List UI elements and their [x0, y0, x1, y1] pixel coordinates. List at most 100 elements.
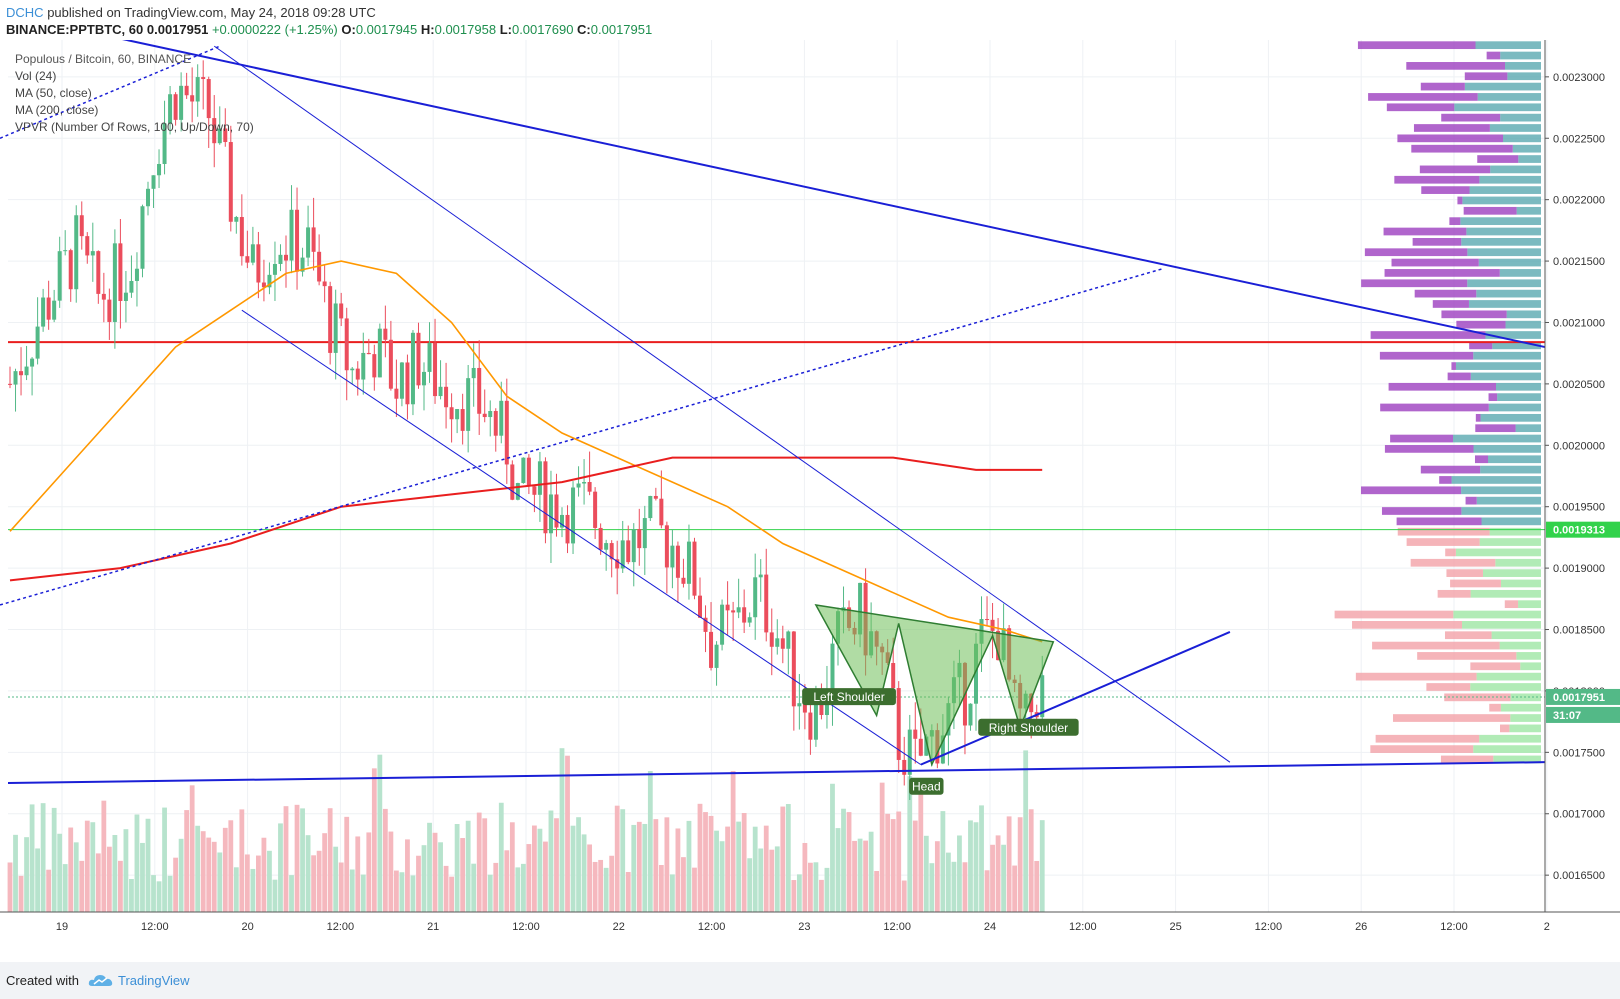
candle-body — [328, 286, 333, 353]
legend-vpvr[interactable]: VPVR (Number Of Rows, 100, Up/Down, 70) — [15, 120, 254, 134]
candle-body — [797, 703, 802, 707]
volume-bar — [289, 875, 294, 912]
volume-bar — [647, 771, 653, 912]
vp-up-row — [1470, 372, 1541, 381]
volume-bar — [449, 876, 454, 912]
candle-body — [714, 644, 719, 668]
volume-bar — [57, 833, 63, 912]
candle-body — [709, 631, 714, 668]
candle-body — [532, 486, 537, 495]
time-axis: 19 12:00 20 12:00 21 12:00 22 12:00 23 12:00 24 12:… — [0, 911, 1620, 933]
volume-bar — [592, 861, 598, 912]
publisher-name[interactable]: DCHC — [6, 5, 44, 20]
vp-down-row — [1406, 538, 1480, 546]
y-tick-label: 0.0022000 — [1553, 195, 1605, 207]
vp-down-row — [1449, 217, 1461, 226]
annotation-label: Left Shoulder — [813, 690, 884, 704]
y-tick-label: 0.0017500 — [1553, 747, 1605, 759]
volume-bar — [432, 832, 438, 912]
volume-bar — [813, 862, 819, 912]
volume-bar — [349, 869, 355, 912]
volume-bar — [35, 848, 40, 912]
vp-up-row — [1461, 507, 1541, 515]
volume-bar — [1017, 817, 1023, 912]
vp-down-row — [1391, 258, 1479, 267]
vp-down-row — [1456, 320, 1506, 329]
volume-bar — [360, 874, 366, 912]
candle-body — [68, 250, 73, 290]
candle-body — [692, 541, 697, 596]
vp-down-row — [1411, 144, 1513, 153]
annotation-label: Right Shoulder — [989, 721, 1068, 735]
vp-down-row — [1474, 455, 1489, 464]
vp-up-row — [1476, 289, 1541, 298]
vp-up-row — [1518, 155, 1541, 163]
volume-bar — [222, 827, 228, 912]
candle-body — [256, 244, 261, 283]
legend-ma50[interactable]: MA (50, close) — [15, 86, 92, 100]
candle-body — [488, 411, 493, 418]
volume-bar — [824, 867, 830, 912]
candle-body — [648, 495, 653, 519]
candle-body — [703, 617, 708, 632]
vp-up-row — [1510, 714, 1541, 722]
volume-bar — [995, 835, 1001, 912]
vp-down-row — [1450, 579, 1501, 588]
volume-bar — [670, 874, 675, 912]
candle-body — [990, 619, 995, 631]
vp-up-row — [1488, 403, 1541, 412]
ohlc-bar: BINANCE:PPTBTC, 60 0.0017951 +0.0000222 … — [6, 22, 652, 37]
x-tick-label: 12:00 — [1440, 921, 1468, 933]
annotation-label: Head — [912, 780, 941, 794]
legend-vol[interactable]: Vol (24) — [15, 69, 57, 83]
volume-bar — [570, 825, 576, 912]
vp-up-row — [1462, 196, 1541, 205]
candle-body — [162, 123, 167, 164]
volume-bar — [84, 820, 90, 912]
x-tick-label: 24 — [984, 921, 996, 933]
y-tick-label: 0.0023000 — [1553, 72, 1605, 84]
vp-up-row — [1467, 248, 1541, 257]
volume-bar — [145, 818, 151, 912]
vp-down-row — [1504, 600, 1519, 609]
volume-bar — [559, 748, 565, 912]
vp-up-row — [1455, 362, 1541, 370]
candle-body — [112, 243, 117, 322]
tradingview-brand[interactable]: TradingView — [118, 973, 190, 988]
volume-bar — [250, 868, 256, 912]
candle-body — [63, 250, 68, 252]
price-chart[interactable]: Left Shoulder Head Right Shoulder 0.002300… — [0, 40, 1620, 962]
vp-down-row — [1417, 652, 1517, 660]
volume-bar — [576, 817, 581, 912]
volume-bar — [769, 849, 775, 912]
volume-bar — [708, 815, 714, 912]
vp-down-row — [1352, 621, 1463, 629]
vp-down-row — [1396, 517, 1482, 526]
candle-body — [504, 400, 509, 465]
volume-bar — [184, 810, 190, 912]
candle-body — [974, 643, 978, 704]
candle-body — [896, 688, 901, 760]
candle-body — [686, 541, 691, 584]
volume-bar — [703, 812, 708, 912]
candle-body — [289, 209, 294, 261]
volume-bar — [841, 808, 846, 912]
volume-bar — [625, 872, 631, 912]
volume-bar — [785, 804, 791, 912]
volume-bar — [1028, 809, 1034, 912]
candle-body — [521, 457, 526, 484]
volume-bar — [338, 862, 344, 912]
volume-bar — [228, 820, 234, 912]
candle-body — [769, 632, 774, 647]
candle-body — [742, 607, 747, 623]
candle-body — [433, 342, 438, 397]
candle-body — [377, 328, 382, 378]
vp-down-row — [1370, 331, 1486, 339]
volume-bar — [907, 776, 913, 912]
volume-bar — [791, 880, 797, 912]
legend-ma200[interactable]: MA (200, close) — [15, 103, 99, 117]
volume-bar — [620, 809, 626, 912]
candle-body — [775, 638, 780, 647]
vp-down-row — [1445, 548, 1456, 557]
candle-body — [52, 300, 57, 320]
